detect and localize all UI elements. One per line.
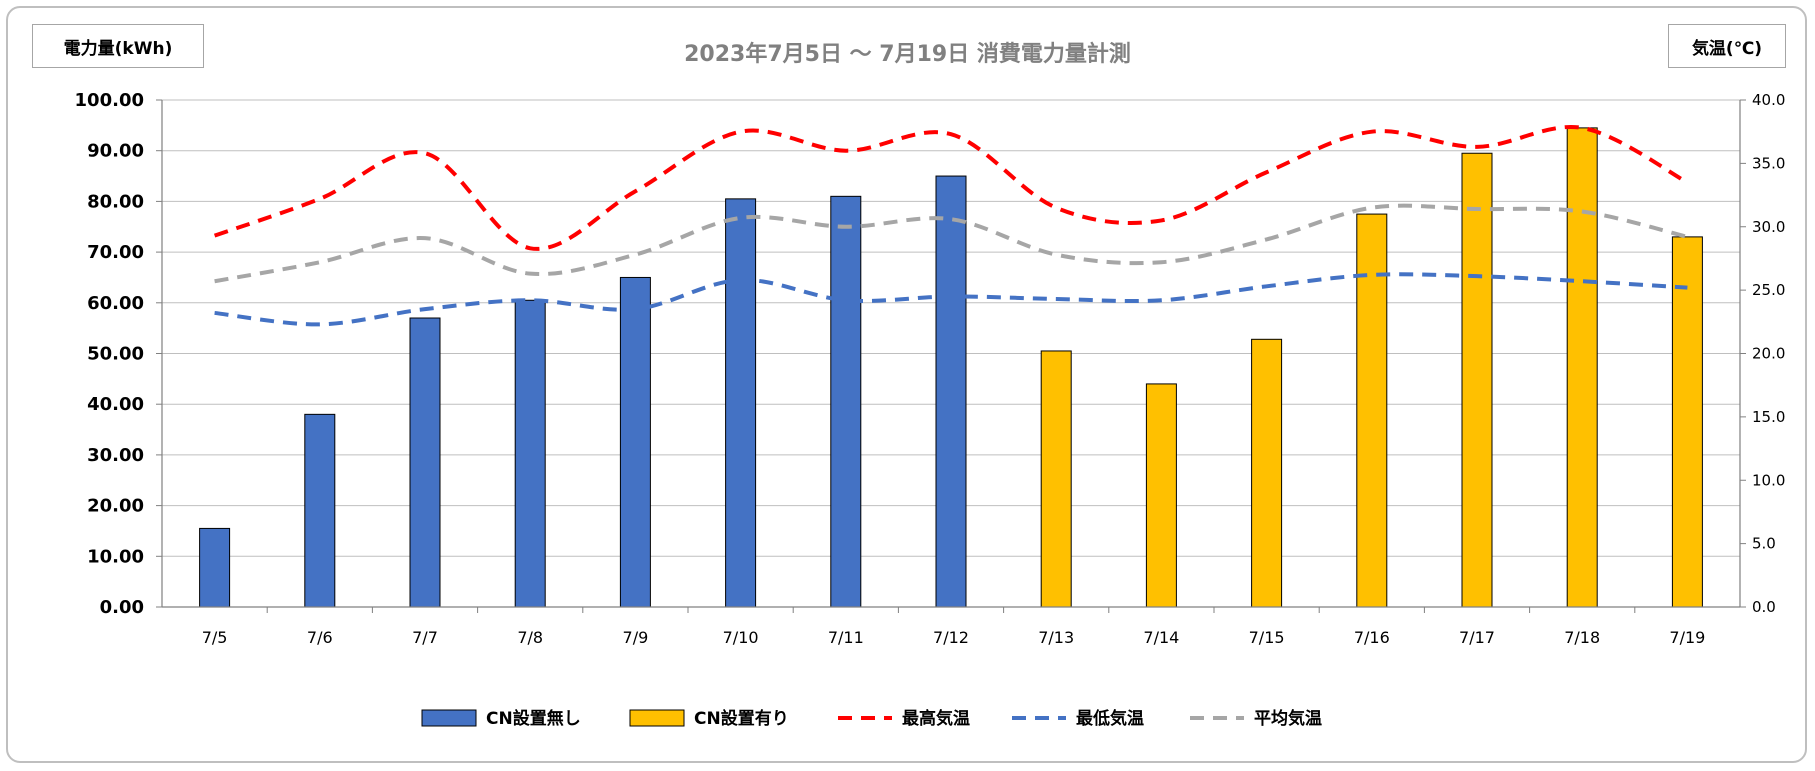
temperature-lines xyxy=(213,124,1689,327)
right-tick-label: 35.0 xyxy=(1752,154,1785,172)
bar xyxy=(409,317,441,608)
temperature-series-line xyxy=(213,124,1689,251)
x-category-label: 7/17 xyxy=(1459,628,1495,647)
left-tick-label: 70.00 xyxy=(87,242,144,263)
legend-label: 最高気温 xyxy=(902,708,970,729)
right-tick-label: 40.0 xyxy=(1752,91,1785,109)
legend-label: 最低気温 xyxy=(1076,708,1144,729)
right-tick-label: 5.0 xyxy=(1752,535,1776,553)
x-category-label: 7/16 xyxy=(1354,628,1390,647)
x-category-label: 7/7 xyxy=(412,628,438,647)
x-category-label: 7/8 xyxy=(517,628,543,647)
legend: CN設置無し CN設置有り 最高気温 最低気温 平均気温 xyxy=(421,708,1322,729)
right-tick-label: 20.0 xyxy=(1752,345,1785,363)
left-tick-label: 0.00 xyxy=(100,597,144,618)
x-category-label: 7/18 xyxy=(1564,628,1600,647)
bar xyxy=(830,195,862,608)
bar xyxy=(1461,152,1493,608)
legend-swatch xyxy=(629,709,685,727)
right-tick-label: 15.0 xyxy=(1752,408,1785,426)
x-category-label: 7/12 xyxy=(933,628,969,647)
legend-label: 平均気温 xyxy=(1254,708,1322,729)
left-tick-label: 80.00 xyxy=(87,191,144,212)
bar xyxy=(1251,338,1283,608)
left-tick-label: 20.00 xyxy=(87,496,144,517)
bar xyxy=(1145,383,1177,608)
x-category-label: 7/13 xyxy=(1038,628,1074,647)
bar xyxy=(1566,127,1598,608)
bar xyxy=(304,413,336,608)
x-category-label: 7/14 xyxy=(1143,628,1179,647)
x-category-label: 7/11 xyxy=(828,628,864,647)
bar xyxy=(514,299,546,608)
left-tick-label: 50.00 xyxy=(87,344,144,365)
legend-label: CN設置有り xyxy=(694,708,789,729)
left-tick-label: 90.00 xyxy=(87,141,144,162)
x-category-label: 7/19 xyxy=(1669,628,1705,647)
chart-frame xyxy=(6,6,1807,763)
bar xyxy=(199,527,231,608)
axes: 0.00 10.00 20.00 30.00 40.00 50.00 60.00 70.00 8… xyxy=(75,90,1786,647)
x-category-label: 7/10 xyxy=(723,628,759,647)
legend-swatch xyxy=(421,709,477,727)
bar xyxy=(619,276,651,608)
temperature-series-line xyxy=(214,272,1688,327)
right-tick-label: 30.0 xyxy=(1752,218,1785,236)
left-tick-label: 60.00 xyxy=(87,293,144,314)
bar xyxy=(935,175,967,608)
bar xyxy=(1671,236,1703,608)
right-axis-unit-label: 気温(℃) xyxy=(1668,24,1786,68)
x-category-label: 7/6 xyxy=(307,628,333,647)
left-tick-label: 30.00 xyxy=(87,445,144,466)
left-tick-label: 100.00 xyxy=(75,90,144,111)
bar xyxy=(1040,350,1072,608)
x-category-label: 7/15 xyxy=(1249,628,1285,647)
chart-title: 2023年7月5日 ～ 7月19日 消費電力量計測 xyxy=(684,42,1131,67)
bars xyxy=(199,127,1703,608)
right-tick-label: 25.0 xyxy=(1752,281,1785,299)
x-category-label: 7/9 xyxy=(623,628,649,647)
left-tick-label: 10.00 xyxy=(87,546,144,567)
right-tick-label: 0.0 xyxy=(1752,598,1776,616)
left-tick-label: 40.00 xyxy=(87,394,144,415)
left-axis-unit-label: 電力量(kWh) xyxy=(32,24,204,68)
x-category-label: 7/5 xyxy=(202,628,228,647)
temperature-series-line xyxy=(214,203,1688,284)
legend-label: CN設置無し xyxy=(486,708,581,729)
right-tick-label: 10.0 xyxy=(1752,471,1785,489)
bar xyxy=(725,198,757,608)
